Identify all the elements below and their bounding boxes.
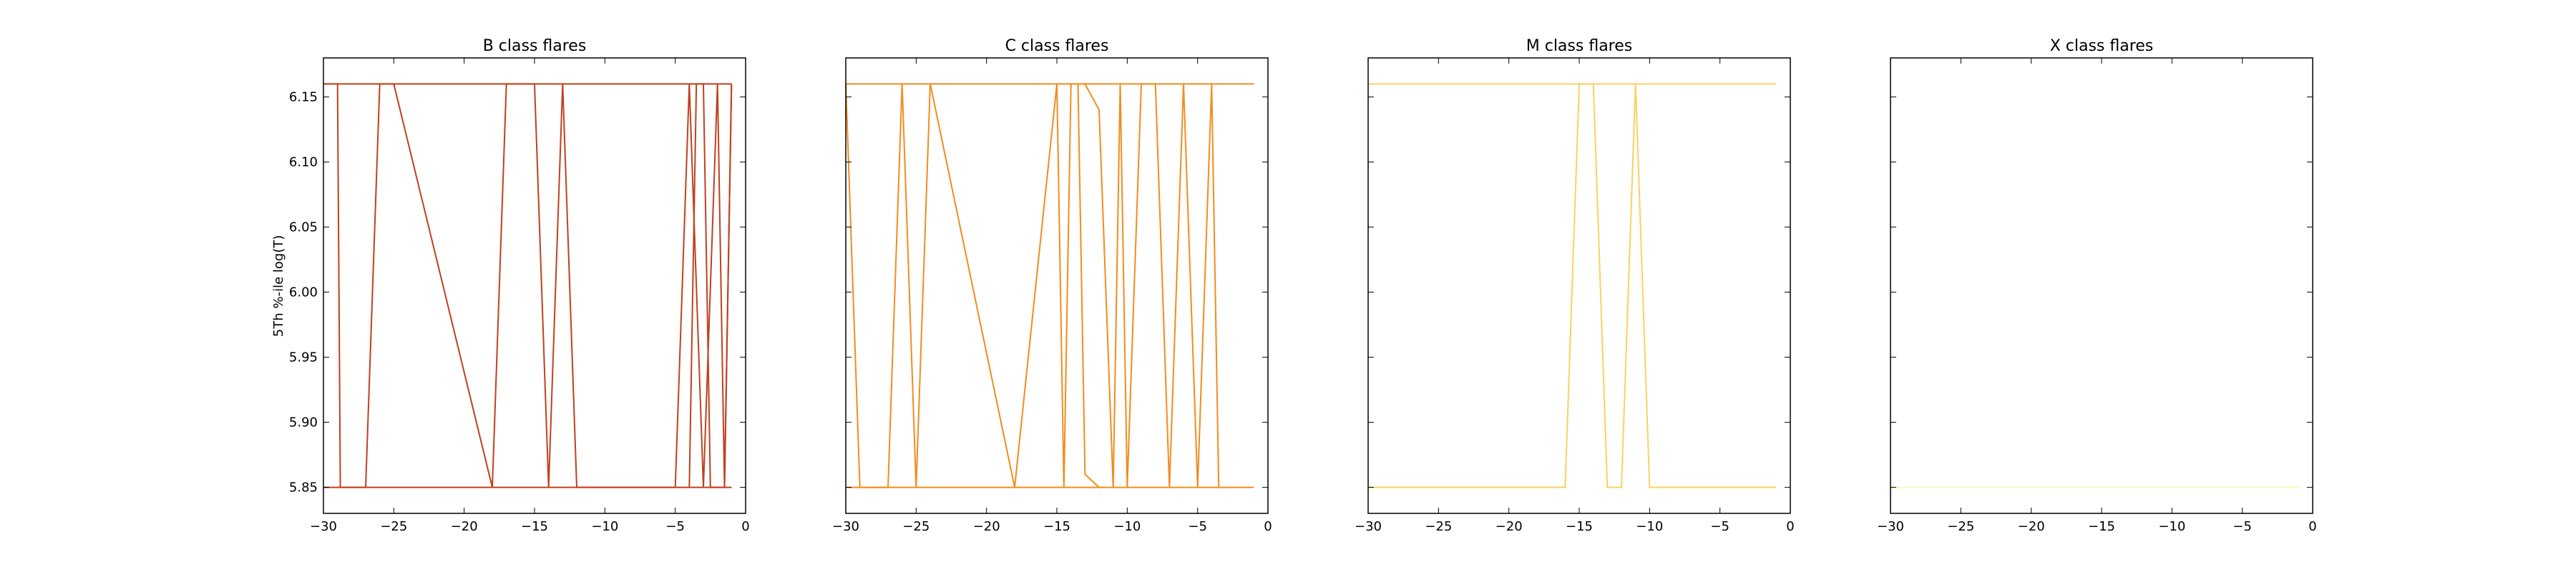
y-axis-label: 5Th %-ile log(T) <box>271 235 286 337</box>
panel-title: X class flares <box>2050 37 2154 55</box>
x-tick-label: −20 <box>973 519 1000 534</box>
x-tick-label: −5 <box>665 519 685 534</box>
x-tick-label: −5 <box>1188 519 1207 534</box>
x-tick-label: −5 <box>2233 519 2252 534</box>
panel-title: B class flares <box>483 37 587 55</box>
x-tick-label: 0 <box>1786 519 1794 534</box>
series-group <box>323 83 733 488</box>
panel-title: M class flares <box>1526 37 1632 55</box>
x-tick-label: −15 <box>521 519 548 534</box>
y-tick-label: 6.00 <box>289 285 318 300</box>
y-tick-label: 5.90 <box>289 415 318 430</box>
panel-3: M class flares −30 −25 −20 −15 −10 −5 0 <box>1355 37 1795 534</box>
x-tick-label: −30 <box>832 519 859 534</box>
panel-4: X class flares −30 −25 −20 −15 −10 −5 0 <box>1877 37 2317 534</box>
y-tick-label: 5.85 <box>289 480 318 495</box>
x-tick-label: 0 <box>741 519 749 534</box>
x-tick-label: −20 <box>451 519 478 534</box>
x-tick-label: −10 <box>1113 519 1141 534</box>
series-line-2 <box>1077 84 1100 488</box>
x-tick-label: −15 <box>2088 519 2115 534</box>
panels: B class flares −30 −25 −20 −15 −10 −5 0 5.85 5.90… <box>289 37 2317 534</box>
x-tick-label: −25 <box>1947 519 1974 534</box>
x-tick-label: −25 <box>380 519 407 534</box>
x-tick-label: −25 <box>1425 519 1452 534</box>
y-tick-label: 6.05 <box>289 220 318 235</box>
series-line-2 <box>688 83 733 488</box>
series-group <box>845 83 1254 488</box>
x-tick-label: −30 <box>1877 519 1904 534</box>
x-tick-label: −5 <box>1710 519 1729 534</box>
series-line-1 <box>1368 83 1777 488</box>
panel-2: C class flares −30 −25 −20 −15 −10 −5 0 <box>832 37 1272 534</box>
x-tick-label: −15 <box>1043 519 1070 534</box>
y-tick-label: 6.15 <box>289 90 318 105</box>
x-tick-label: −10 <box>1636 519 1663 534</box>
x-tick-label: −15 <box>1566 519 1593 534</box>
x-tick-label: 0 <box>2308 519 2316 534</box>
x-tick-label: 0 <box>1264 519 1272 534</box>
x-tick-label: −10 <box>2158 519 2185 534</box>
x-tick-label: −30 <box>1355 519 1382 534</box>
x-tick-label: −10 <box>591 519 618 534</box>
y-tick-label: 6.10 <box>289 155 318 170</box>
panel-1: B class flares −30 −25 −20 −15 −10 −5 0 5.85 5.90… <box>289 37 750 534</box>
x-tick-label: −25 <box>902 519 930 534</box>
y-tick-label: 5.95 <box>289 350 318 365</box>
series-group <box>1368 83 1777 488</box>
x-tick-label: −20 <box>1496 519 1523 534</box>
series-line-1 <box>845 83 1220 488</box>
x-tick-label: −30 <box>310 519 337 534</box>
panel-title: C class flares <box>1005 37 1109 55</box>
x-tick-label: −20 <box>2018 519 2045 534</box>
